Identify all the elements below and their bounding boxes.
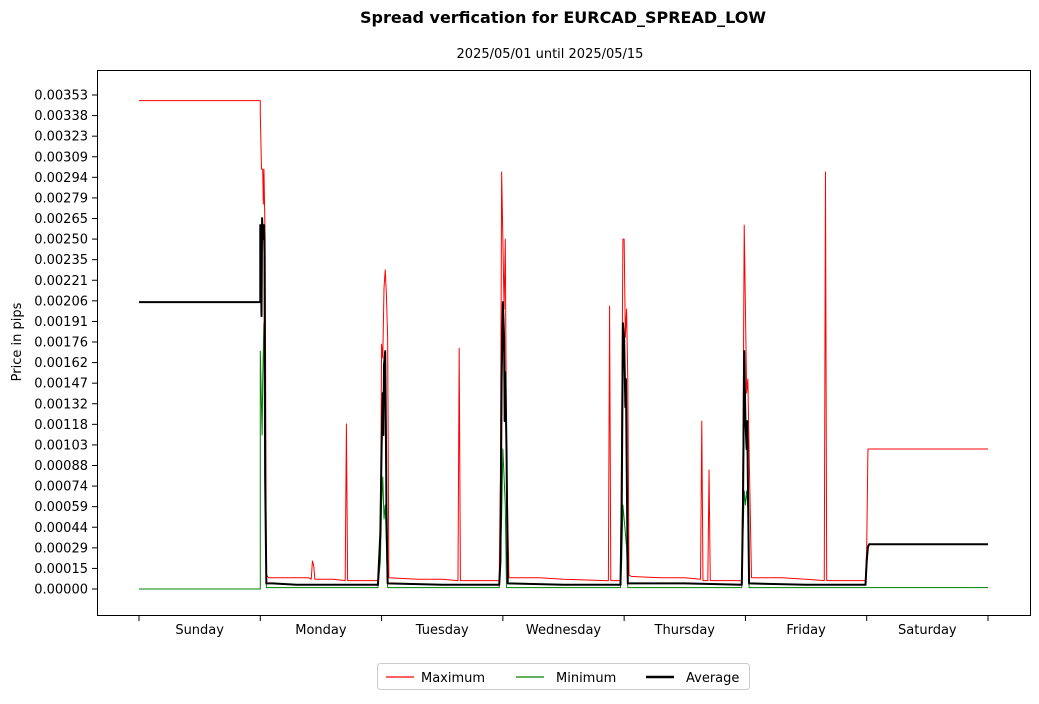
x-tick-label-sunday: Sunday <box>175 623 224 638</box>
y-tick-label: 0.00279 <box>34 191 88 206</box>
legend-label-average: Average <box>686 671 739 686</box>
x-axis: Sunday Monday Tuesday Wednesday Thursday Frid… <box>138 615 989 638</box>
y-tick-label: 0.00059 <box>34 500 88 515</box>
x-tick-label-thursday: Thursday <box>654 623 716 638</box>
y-tick-label: 0.00309 <box>34 150 88 165</box>
y-tick-label: 0.00162 <box>34 356 88 371</box>
chart-subtitle: 2025/05/01 until 2025/05/15 <box>457 47 644 62</box>
y-tick-label: 0.00074 <box>34 480 88 495</box>
x-tick-label-friday: Friday <box>786 623 826 638</box>
y-tick-label: 0.00015 <box>34 562 88 577</box>
y-tick-label: 0.00206 <box>34 294 88 309</box>
y-tick-label: 0.00132 <box>34 397 88 412</box>
legend: Maximum Minimum Average <box>377 663 750 690</box>
chart-title: Spread verfication for EURCAD_SPREAD_LOW <box>360 8 766 27</box>
y-tick-label: 0.00147 <box>34 377 88 392</box>
x-tick-label-tuesday: Tuesday <box>415 623 469 638</box>
plot-area <box>97 70 1031 616</box>
y-tick-label: 0.00250 <box>34 233 88 248</box>
legend-frame <box>377 663 750 690</box>
series-layer <box>139 100 988 590</box>
y-tick-label: 0.00176 <box>34 336 88 351</box>
y-tick-label: 0.00191 <box>34 315 88 330</box>
legend-label-minimum: Minimum <box>556 671 616 686</box>
x-tick-label-wednesday: Wednesday <box>526 623 602 638</box>
y-tick-label: 0.00029 <box>34 541 88 556</box>
legend-label-maximum: Maximum <box>421 671 485 686</box>
series-line-average <box>139 217 988 586</box>
y-tick-label: 0.00103 <box>34 438 88 453</box>
x-tick-label-monday: Monday <box>295 623 347 638</box>
y-tick-label: 0.00088 <box>34 459 88 474</box>
y-axis-label: Price in pips <box>10 302 25 381</box>
y-tick-label: 0.00235 <box>34 253 88 268</box>
y-tick-label: 0.00323 <box>34 130 88 145</box>
y-tick-label: 0.00000 <box>34 583 88 598</box>
y-tick-label: 0.00353 <box>34 89 88 104</box>
y-tick-label: 0.00265 <box>34 212 88 227</box>
y-tick-label: 0.00118 <box>34 418 88 433</box>
y-tick-label: 0.00044 <box>34 521 88 536</box>
y-tick-label: 0.00221 <box>34 274 88 289</box>
y-tick-label: 0.00338 <box>34 109 88 124</box>
x-tick-label-saturday: Saturday <box>898 623 957 638</box>
y-tick-label: 0.00294 <box>34 171 88 186</box>
y-axis: 0.00000 0.00015 0.00029 0.00044 0.00059 0.000… <box>34 89 98 598</box>
